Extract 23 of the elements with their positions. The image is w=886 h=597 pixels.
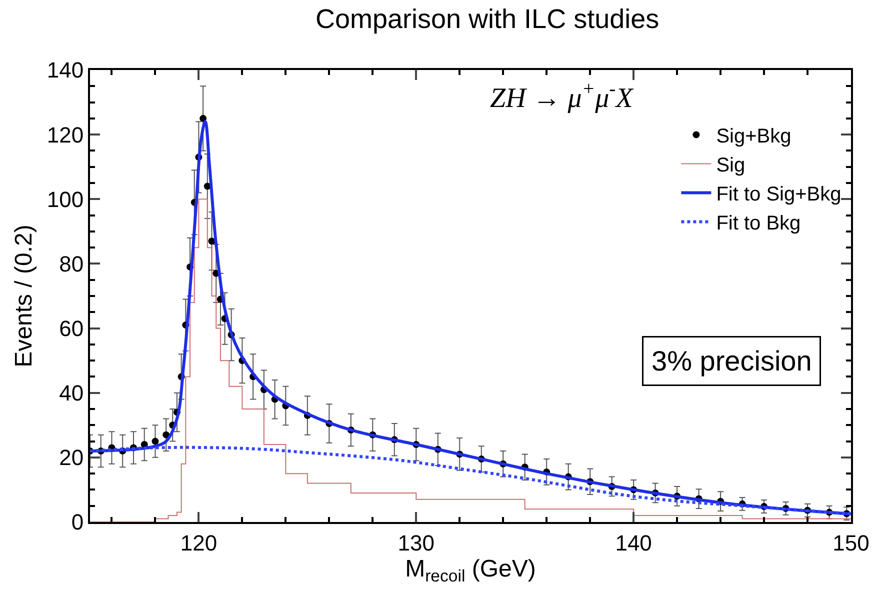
annotation: ZH → μ$^{+}$μ$^{-}$X	[490, 79, 634, 114]
y-tick-label: 40	[59, 380, 84, 406]
x-tick-label: 140	[615, 530, 652, 556]
y-tick-label: 80	[59, 251, 84, 276]
y-tick-label: 60	[59, 316, 84, 341]
x-axis-title: M$_{recoil}$ (GeV)	[405, 555, 536, 586]
point	[152, 438, 159, 445]
x-tick-label: 150	[832, 530, 870, 556]
x-tick-label: 120	[180, 530, 218, 556]
y-tick-label: 20	[59, 445, 84, 470]
x-tick-label: 130	[398, 530, 434, 556]
y-axis-title: Events / (0.2)	[10, 224, 38, 368]
legend-label: Fit to Sig+Bkg	[716, 184, 842, 206]
chart-title: Comparison with ILC studies	[315, 4, 660, 34]
y-tick-label: 120	[46, 122, 84, 148]
annotation: 3% precision	[652, 346, 812, 376]
legend-label: Sig+Bkg	[716, 126, 792, 148]
y-tick-label: 0	[71, 510, 84, 535]
point	[200, 114, 207, 122]
legend-label: Fit to Bkg	[716, 212, 801, 234]
y-tick-label: 140	[46, 58, 84, 83]
y-tick-label: 100	[46, 186, 84, 212]
legend-label: Sig	[716, 154, 746, 176]
